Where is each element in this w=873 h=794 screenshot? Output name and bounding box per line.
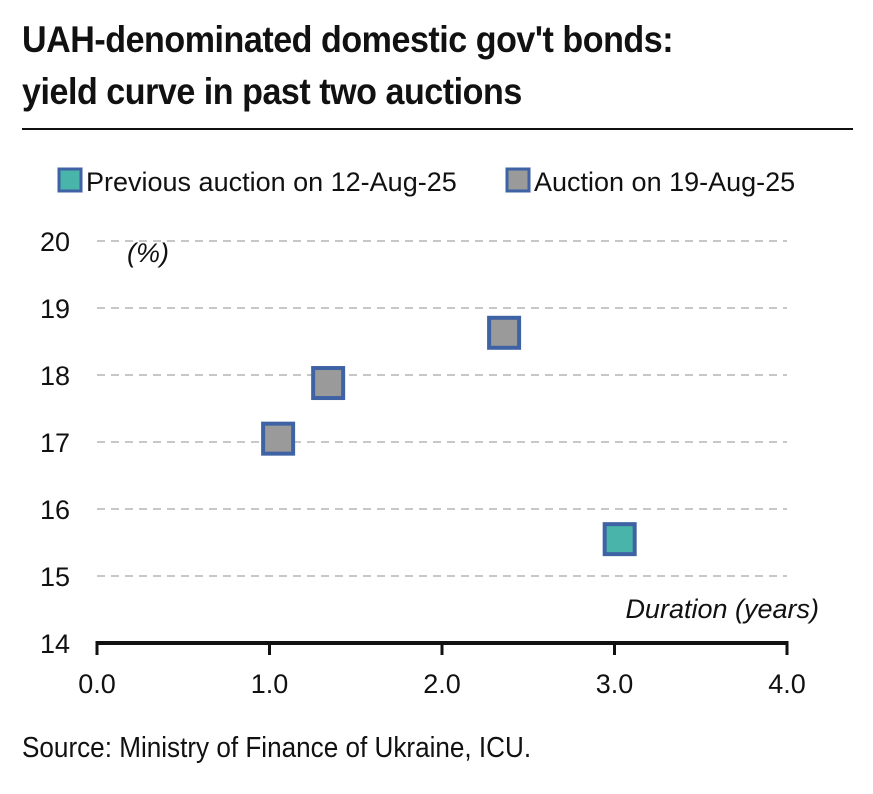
chart-title-line-1: UAH-denominated domestic gov't bonds:	[22, 19, 674, 60]
legend-swatch-0	[57, 167, 83, 193]
y-tick-label: 19	[40, 294, 70, 324]
x-tick-label: 2.0	[423, 669, 461, 699]
data-points	[261, 315, 637, 557]
x-axis-label: Duration (years)	[625, 594, 819, 624]
y-axis-ticks: 14 15 16 17 18 19 20	[40, 227, 70, 659]
title-divider	[22, 128, 853, 130]
legend-swatch-1	[505, 167, 531, 193]
data-point-series-1-0	[261, 421, 296, 456]
chart-title: UAH-denominated domestic gov't bonds: yi…	[22, 14, 786, 118]
x-axis-ticks: 0.0 1.0 2.0 3.0 4.0	[78, 641, 806, 699]
x-tick-label: 0.0	[78, 669, 116, 699]
chart-title-line-2: yield curve in past two auctions	[22, 71, 522, 112]
scatter-chart: Previous auction on 12-Aug-25 Auction on …	[40, 167, 819, 699]
y-tick-label: 20	[40, 227, 70, 257]
x-tick-label: 1.0	[251, 669, 289, 699]
y-axis-label: (%)	[127, 238, 169, 268]
legend-label-0: Previous auction on 12-Aug-25	[86, 167, 457, 197]
y-tick-label: 16	[40, 495, 70, 525]
y-tick-label: 17	[40, 428, 70, 458]
y-tick-label: 18	[40, 361, 70, 391]
x-tick-label: 4.0	[768, 669, 806, 699]
data-point-series-1-2	[487, 315, 522, 350]
source-note: Source: Ministry of Finance of Ukraine, …	[22, 732, 532, 764]
grid-lines	[97, 240, 787, 577]
x-tick-label: 3.0	[596, 669, 634, 699]
data-point-series-1-1	[311, 366, 346, 401]
legend: Previous auction on 12-Aug-25 Auction on …	[57, 167, 795, 197]
y-tick-label: 15	[40, 562, 70, 592]
y-tick-label: 14	[40, 629, 70, 659]
legend-label-1: Auction on 19-Aug-25	[534, 167, 795, 197]
data-point-series-0-0	[602, 522, 637, 557]
